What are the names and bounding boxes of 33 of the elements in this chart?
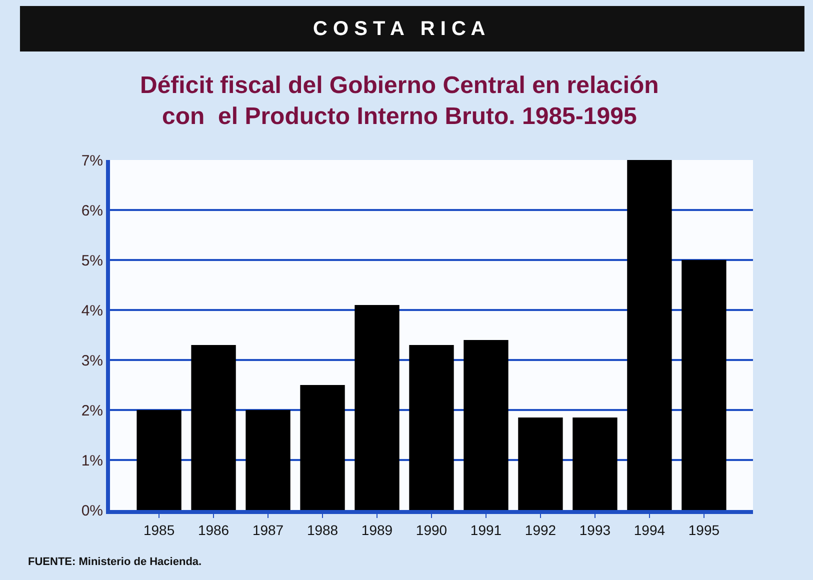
bar <box>354 305 400 510</box>
source-note: FUENTE: Ministerio de Hacienda. <box>28 556 202 568</box>
bar <box>409 345 454 510</box>
x-tick-label: 1992 <box>524 522 556 538</box>
bar <box>300 385 345 510</box>
bar <box>627 160 672 510</box>
bar <box>682 260 726 510</box>
chart-subtitle: Déficit fiscal del Gobierno Central en relación con el Producto Interno Bruto. 1985-1995 <box>140 72 659 130</box>
bar <box>518 418 563 510</box>
y-tick-label: 2% <box>81 402 103 420</box>
y-tick-label: 1% <box>81 452 103 470</box>
y-tick-label: 4% <box>81 302 103 320</box>
y-tick-label: 6% <box>81 202 103 220</box>
bar <box>464 340 508 510</box>
bar <box>246 410 290 510</box>
x-tick-label: 1991 <box>470 522 502 538</box>
x-tick-label: 1990 <box>416 522 448 538</box>
x-tick-label: 1987 <box>252 522 284 538</box>
y-tick-label: 3% <box>81 352 103 370</box>
x-tick-label: 1995 <box>688 522 720 538</box>
x-tick-label: 1986 <box>198 522 230 538</box>
x-tick-label: 1993 <box>579 522 611 538</box>
bar <box>191 345 236 510</box>
chart-title: C O S T A R I C A <box>313 18 486 40</box>
x-tick-label: 1985 <box>143 522 175 538</box>
bar <box>572 418 618 510</box>
y-tick-label: 5% <box>81 252 103 270</box>
y-tick-label: 0% <box>81 502 103 520</box>
x-tick-label: 1994 <box>634 522 666 538</box>
x-tick-label: 1989 <box>361 522 393 538</box>
y-tick-label: 7% <box>81 152 103 170</box>
x-tick-label: 1988 <box>306 522 338 538</box>
bar <box>136 410 182 510</box>
